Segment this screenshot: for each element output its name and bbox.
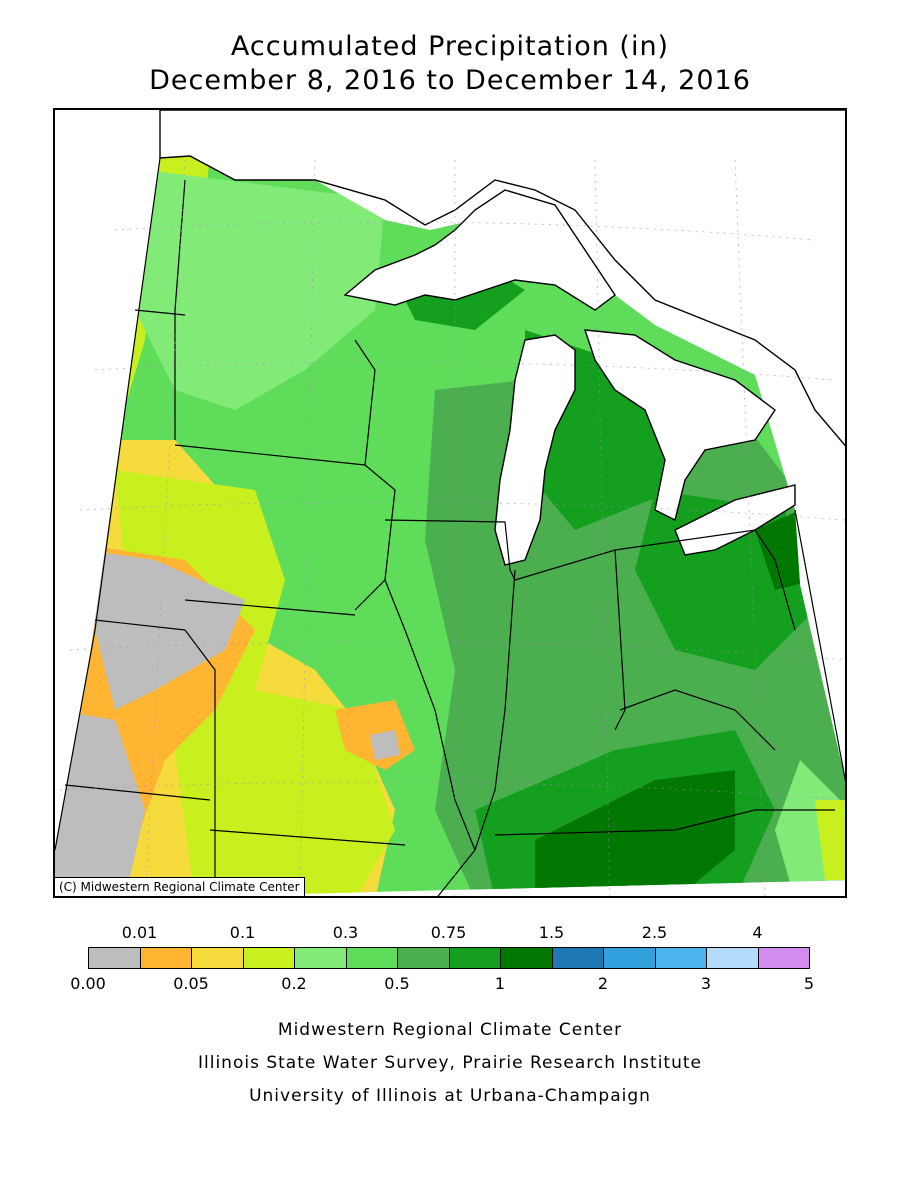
legend-top-label: 4: [752, 923, 763, 942]
legend-top-label: 0.1: [229, 923, 256, 942]
precip-zone: [815, 800, 845, 880]
legend-swatch: [88, 947, 141, 969]
legend-swatch: [139, 947, 192, 969]
legend-top-label: 1.5: [538, 923, 565, 942]
precip-zone: [535, 770, 735, 896]
legend-top-label: 0.01: [121, 923, 158, 942]
graticule: [59, 159, 845, 896]
projection-edge: [55, 157, 845, 851]
map-subtitle: December 8, 2016 to December 14, 2016: [149, 65, 751, 96]
credit-line-2: Illinois State Water Survey, Prairie Res…: [198, 1053, 702, 1073]
precipitation-map: (C) Midwestern Regional Climate Center: [53, 108, 847, 898]
map-canvas: [55, 110, 845, 896]
legend-bottom-label: 5: [803, 974, 815, 993]
legend-top-label: 2.5: [641, 923, 668, 942]
great-lakes: [343, 189, 796, 566]
lake-huron: [583, 329, 776, 522]
map-title: Accumulated Precipitation (in): [230, 31, 670, 62]
legend-swatch: [191, 947, 244, 969]
legend-bottom-label: 2: [597, 974, 609, 993]
legend-bottom-label: 0.5: [384, 974, 410, 993]
legend-swatch: [397, 947, 450, 969]
legend-top-label: 0.75: [430, 923, 467, 942]
canada-land: [159, 110, 845, 447]
credit-line-3: University of Illinois at Urbana-Champai…: [249, 1086, 651, 1106]
precip-zone: [55, 710, 145, 896]
legend-swatch: [345, 947, 398, 969]
legend-swatch: [551, 947, 604, 969]
legend-swatch: [654, 947, 707, 969]
legend-bottom-label: 1: [494, 974, 506, 993]
lake-michigan: [494, 334, 576, 566]
legend-swatch: [500, 947, 553, 969]
legend-swatch: [757, 947, 810, 969]
legend-swatch: [294, 947, 347, 969]
legend-swatch: [242, 947, 295, 969]
precip-zone: [85, 550, 245, 710]
legend-bottom-label: 0.2: [281, 974, 307, 993]
copyright-label: (C) Midwestern Regional Climate Center: [55, 877, 305, 896]
legend-top-label: 0.3: [332, 923, 359, 942]
legend-swatch: [706, 947, 759, 969]
credit-line-1: Midwestern Regional Climate Center: [277, 1020, 623, 1040]
legend-bottom-label: 0.00: [70, 974, 106, 993]
legend-swatch: [603, 947, 656, 969]
precip-zone: [370, 730, 400, 760]
legend-bottom-label: 0.05: [173, 974, 209, 993]
legend-swatch: [448, 947, 501, 969]
legend-bottom-label: 3: [700, 974, 712, 993]
precip-zone: [135, 170, 385, 410]
